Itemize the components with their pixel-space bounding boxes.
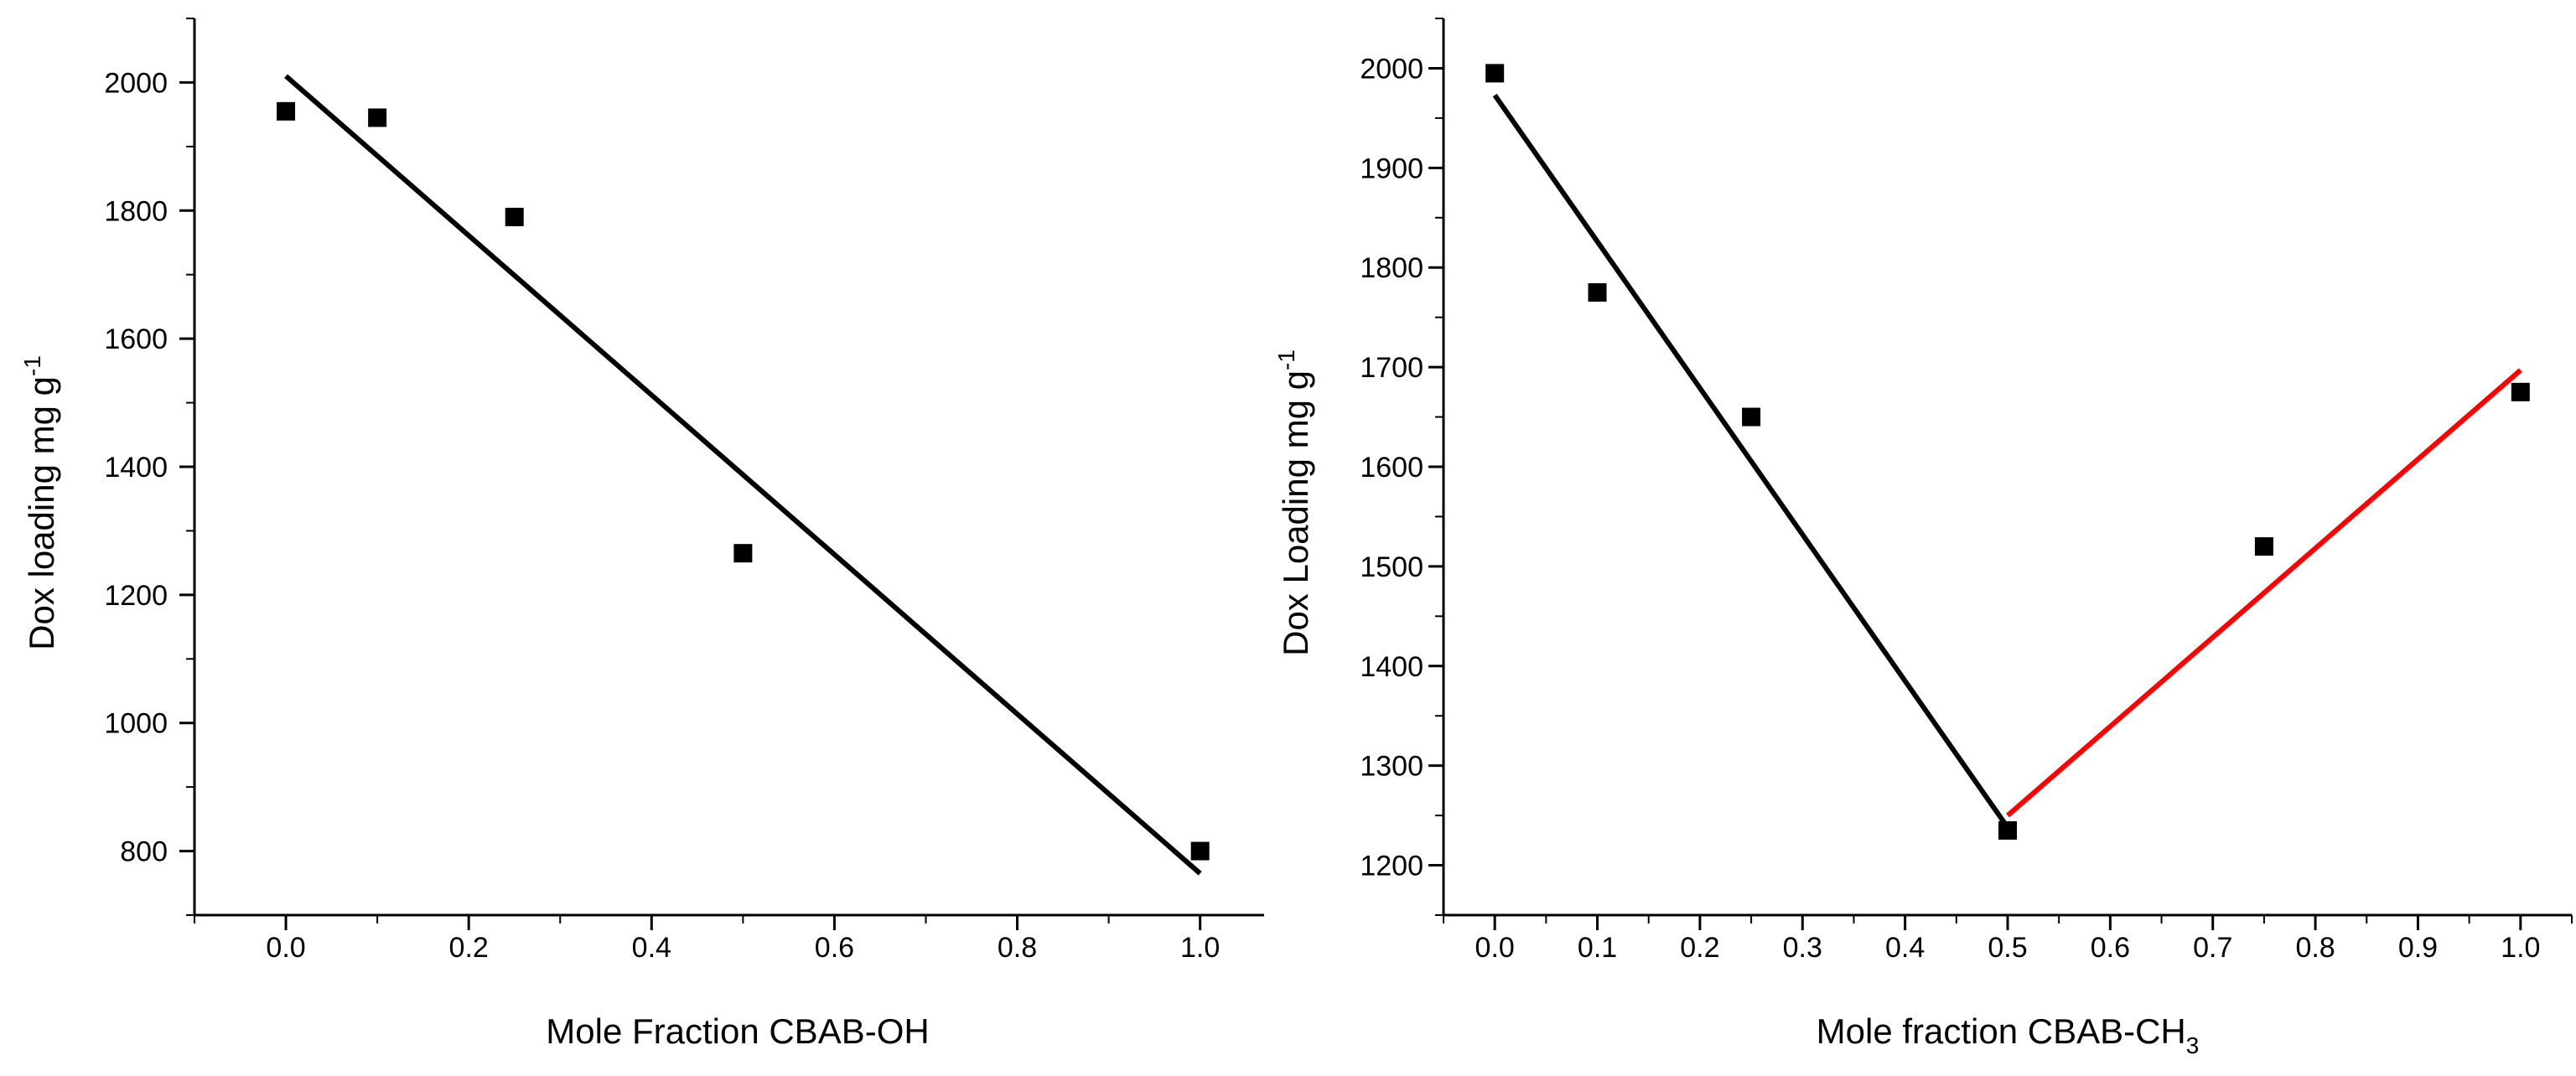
- x-tick-label: 0.6: [815, 932, 854, 964]
- x-tick-label: 0.8: [2295, 932, 2335, 964]
- y-tick-label: 2000: [1360, 53, 1423, 85]
- y-tick-label: 1600: [1360, 452, 1423, 484]
- y-tick-label: 2000: [104, 67, 168, 99]
- x-tick-label: 0.5: [1988, 932, 2027, 964]
- data-point: [733, 544, 753, 563]
- y-tick-label: 1300: [1360, 751, 1423, 783]
- x-tick-label: 0.4: [632, 932, 671, 964]
- data-point: [1485, 64, 1505, 83]
- y-tick-label: 1700: [1360, 352, 1423, 384]
- data-point: [1998, 820, 2017, 840]
- y-tick-label: 1500: [1360, 551, 1423, 583]
- y-tick-label: 1800: [1360, 252, 1423, 284]
- y-tick-label: 1400: [104, 452, 168, 484]
- y-axis-title: Dox Loading mg g-1: [1273, 349, 1315, 656]
- x-tick-label: 0.9: [2398, 932, 2438, 964]
- y-tick-label: 1200: [1360, 851, 1423, 882]
- y-tick-label: 1000: [104, 708, 168, 740]
- data-point: [1742, 407, 1761, 427]
- x-tick-label: 0.0: [1475, 932, 1515, 964]
- chart-panel-1: 800 1000 1200 1400 1600 1800 2000 0.0 0.2 0.4 0.6 0…: [19, 18, 1264, 1051]
- data-point: [368, 108, 387, 127]
- data-point: [1190, 841, 1210, 861]
- y-tick-label: 1600: [104, 323, 168, 355]
- y-tick-label: 1400: [1360, 651, 1423, 683]
- x-tick-label: 0.6: [2091, 932, 2130, 964]
- x-tick-label: 0.8: [998, 932, 1037, 964]
- data-point: [1588, 282, 1607, 302]
- x-tick-label: 1.0: [1180, 932, 1220, 964]
- data-point: [505, 207, 524, 226]
- data-point: [2254, 537, 2273, 556]
- x-tick-label: 0.4: [1885, 932, 1925, 964]
- y-tick-label: 1900: [1360, 153, 1423, 184]
- y-tick-label: 1200: [104, 580, 168, 612]
- fit-line: [1492, 93, 2010, 830]
- x-tick-label: 1.0: [2501, 932, 2540, 964]
- x-tick-label: 0.2: [1680, 932, 1719, 964]
- x-tick-label: 0.2: [449, 932, 489, 964]
- fit-line: [2006, 368, 2522, 818]
- fit-line: [284, 74, 1202, 876]
- chart-panel-2: 1200 1300 1400 1500 1600 1700 1800 1900 2000 0.0 0…: [1273, 18, 2573, 1058]
- data-point: [2511, 382, 2530, 401]
- x-tick-label: 0.1: [1578, 932, 1617, 964]
- x-axis-title: Mole fraction CBAB-CH3: [1817, 1011, 2200, 1058]
- y-axis-title: Dox loading mg g-1: [19, 355, 61, 650]
- x-axis-title: Mole Fraction CBAB-OH: [546, 1011, 929, 1051]
- x-tick-label: 0.3: [1783, 932, 1822, 964]
- y-tick-label: 1800: [104, 195, 168, 227]
- y-tick-label: 800: [120, 836, 168, 868]
- x-tick-label: 0.7: [2193, 932, 2232, 964]
- x-tick-label: 0.0: [266, 932, 305, 964]
- data-point: [277, 101, 296, 121]
